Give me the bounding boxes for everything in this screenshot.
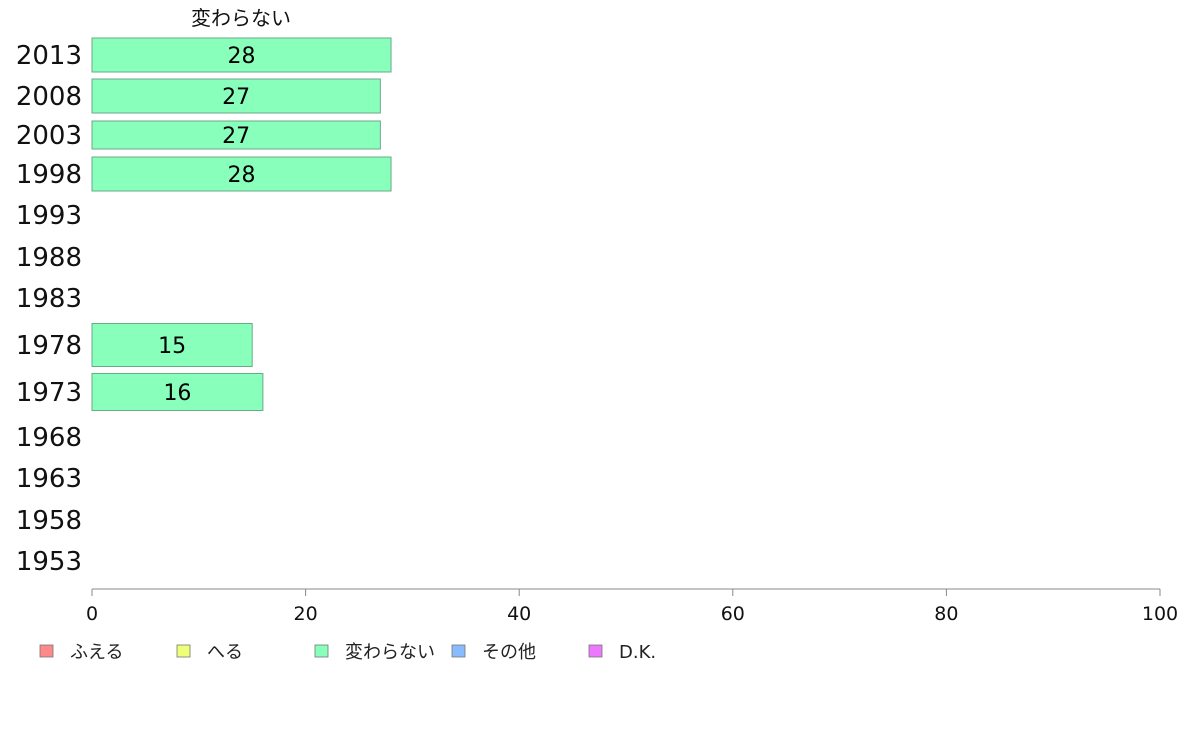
x-tick-label: 0	[86, 603, 98, 625]
legend-swatch	[176, 644, 191, 658]
year-label: 1993	[16, 201, 82, 231]
year-label: 1958	[16, 506, 82, 536]
bar	[91, 323, 253, 367]
year-label: 1988	[16, 243, 82, 273]
bar-value-label: 15	[158, 334, 186, 359]
year-label: 1968	[16, 423, 82, 453]
legend-label: その他	[482, 642, 536, 663]
year-label: 2008	[16, 82, 82, 112]
x-tick-label: 20	[294, 603, 318, 625]
year-label: 1978	[16, 331, 82, 361]
bar-value-label: 27	[222, 85, 250, 110]
bar-value-label: 27	[222, 124, 250, 149]
legend-label: へる	[207, 642, 243, 663]
bar	[91, 120, 381, 150]
bar	[91, 156, 392, 192]
year-label: 1973	[16, 378, 82, 408]
year-label: 1953	[16, 547, 82, 577]
year-labels: 2013 2008 2003 1998 1993 1988 1983 1978 1973 1968…	[16, 41, 82, 577]
series-title: 変わらない	[191, 6, 291, 30]
bar	[91, 37, 392, 73]
legend-label: 変わらない	[345, 642, 435, 663]
x-tick-label: 100	[1142, 603, 1178, 625]
bar-value-label: 28	[228, 163, 256, 188]
x-axis: 0 20 40 60 80 100	[86, 588, 1178, 625]
legend-swatch	[39, 644, 54, 658]
year-label: 2003	[16, 121, 82, 151]
bar	[91, 373, 264, 411]
legend-label: D.K.	[619, 642, 656, 663]
legend-label: ふえる	[70, 642, 123, 663]
year-label: 1983	[16, 284, 82, 314]
year-label: 1998	[16, 160, 82, 190]
bar	[91, 78, 381, 114]
legend: ふえる へる 変わらない その他 D.K.	[39, 642, 656, 663]
legend-swatch	[314, 644, 329, 658]
bars: 28 27 27 28 15 16	[91, 37, 392, 411]
bar-value-label: 16	[163, 381, 191, 406]
bar-value-label: 28	[228, 44, 256, 69]
legend-swatch	[451, 644, 466, 658]
year-label: 1963	[16, 464, 82, 494]
x-tick-label: 60	[721, 603, 745, 625]
year-label: 2013	[16, 41, 82, 71]
x-tick-label: 40	[507, 603, 531, 625]
legend-swatch	[588, 644, 603, 658]
x-tick-label: 80	[934, 603, 958, 625]
